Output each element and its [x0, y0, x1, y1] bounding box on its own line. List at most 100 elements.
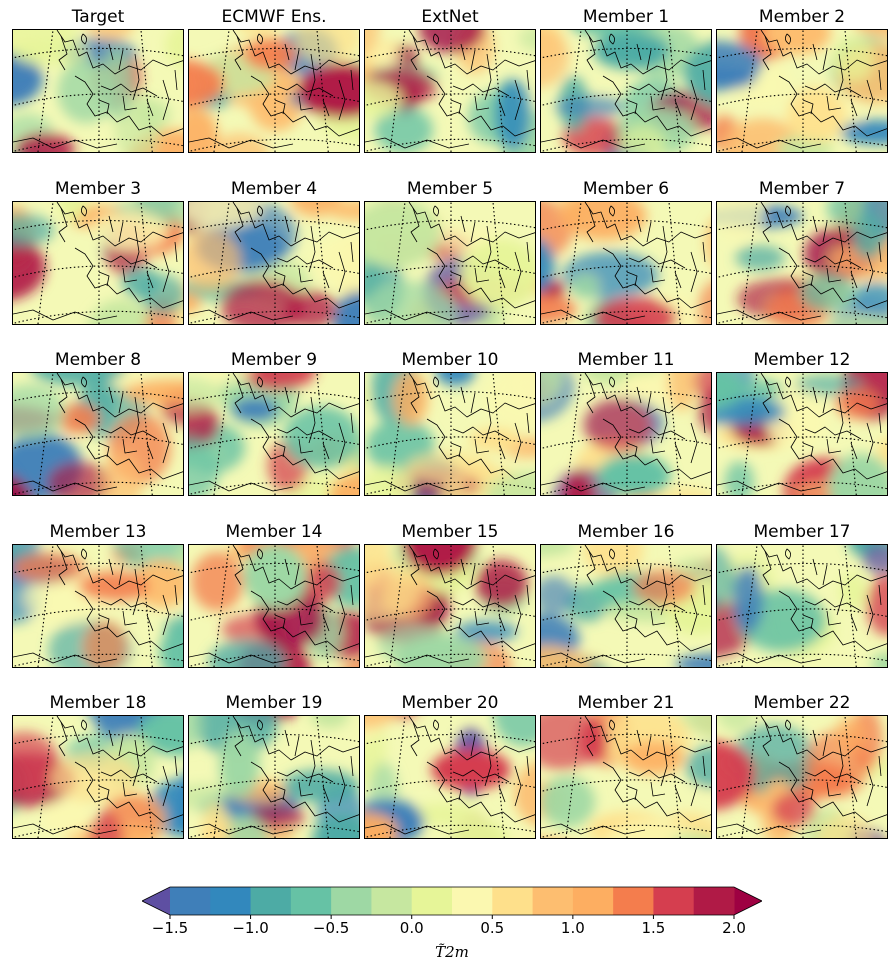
map-panel-member-17 [716, 544, 888, 668]
colorbar-tick-label: 0.0 [400, 919, 424, 937]
map-field [541, 545, 711, 667]
colorbar-bin [170, 887, 211, 915]
map-panel-member-14 [188, 544, 360, 668]
colorbar-bin [250, 887, 292, 915]
map-field [13, 373, 183, 495]
panel-title-member-17: Member 17 [753, 522, 851, 542]
colorbar-bin [532, 887, 574, 915]
map-field [541, 373, 711, 495]
map-field [189, 373, 359, 495]
map-field [365, 716, 535, 838]
colorbar: −1.5 −1.0 −0.5 0.0 0.5 1.0 1.5 2.0 T̃2m [142, 886, 762, 961]
colorbar-tick-label: 1.0 [561, 919, 585, 937]
map-panel-member-8 [12, 372, 184, 496]
panel-title-member-9: Member 9 [230, 350, 318, 370]
map-panel-member-9 [188, 372, 360, 496]
map-field [541, 716, 711, 838]
colorbar-tick-label: 2.0 [722, 919, 746, 937]
map-panel-member-22 [716, 715, 888, 839]
colorbar-tick-label: −1.5 [152, 919, 188, 937]
colorbar-bin [452, 887, 493, 915]
map-field [189, 202, 359, 324]
panel-title-member-13: Member 13 [49, 522, 147, 542]
panel-title-member-10: Member 10 [401, 350, 499, 370]
map-field [13, 716, 183, 838]
panel-title-member-5: Member 5 [406, 179, 494, 199]
map-panel-target [12, 29, 184, 153]
map-panel-member-11 [540, 372, 712, 496]
map-panel-ecmwf-ens [188, 29, 360, 153]
panel-title-ecmwf-ens: ECMWF Ens. [221, 7, 327, 27]
panel-title-member-22: Member 22 [753, 693, 851, 713]
colorbar-bin [572, 887, 614, 915]
map-panel-member-10 [364, 372, 536, 496]
map-panel-member-3 [12, 201, 184, 325]
map-field [541, 30, 711, 152]
panel-title-target: Target [71, 7, 125, 27]
map-field [189, 716, 359, 838]
map-field [13, 202, 183, 324]
panel-title-member-18: Member 18 [49, 693, 147, 713]
panel-title-member-15: Member 15 [401, 522, 499, 542]
colorbar-tick-label: 0.5 [480, 919, 504, 937]
colorbar-bin [411, 887, 453, 915]
map-panel-member-20 [364, 715, 536, 839]
panel-title-member-1: Member 1 [582, 7, 670, 27]
colorbar-bin [613, 887, 654, 915]
map-field [717, 716, 887, 838]
panel-title-member-16: Member 16 [577, 522, 675, 542]
map-panel-member-6 [540, 201, 712, 325]
map-field [365, 30, 535, 152]
map-panel-member-13 [12, 544, 184, 668]
map-field [13, 545, 183, 667]
map-field [189, 30, 359, 152]
map-panel-extnet [364, 29, 536, 153]
map-field [365, 202, 535, 324]
colorbar-tick-label: −1.0 [232, 919, 268, 937]
map-field [365, 545, 535, 667]
map-panel-member-19 [188, 715, 360, 839]
colorbar-bin [210, 887, 252, 915]
map-panel-member-16 [540, 544, 712, 668]
map-panel-member-12 [716, 372, 888, 496]
colorbar-tick-label: 1.5 [641, 919, 665, 937]
panel-title-member-11: Member 11 [577, 350, 675, 370]
colorbar-bin [290, 887, 332, 915]
colorbar-extend-low [142, 887, 170, 915]
panel-title-member-7: Member 7 [758, 179, 846, 199]
panel-title-member-12: Member 12 [753, 350, 851, 370]
panel-title-member-4: Member 4 [230, 179, 318, 199]
map-field [13, 30, 183, 152]
panel-title-member-20: Member 20 [401, 693, 499, 713]
panel-title-extnet: ExtNet [421, 7, 479, 27]
colorbar-bin [653, 887, 695, 915]
panel-title-member-3: Member 3 [54, 179, 142, 199]
panel-title-member-19: Member 19 [225, 693, 323, 713]
colorbar-tick-label: −0.5 [313, 919, 349, 937]
map-field [717, 202, 887, 324]
map-field [189, 545, 359, 667]
map-panel-member-4 [188, 201, 360, 325]
colorbar-label: T̃2m [435, 943, 469, 961]
map-field [717, 545, 887, 667]
map-field [541, 202, 711, 324]
panel-title-member-8: Member 8 [54, 350, 142, 370]
map-field [365, 373, 535, 495]
map-field [717, 30, 887, 152]
map-field [717, 373, 887, 495]
map-panel-member-5 [364, 201, 536, 325]
map-panel-member-21 [540, 715, 712, 839]
colorbar-bin [331, 887, 372, 915]
colorbar-bin [371, 887, 413, 915]
map-panel-member-1 [540, 29, 712, 153]
colorbar-bin [492, 887, 534, 915]
map-panel-member-18 [12, 715, 184, 839]
panel-title-member-6: Member 6 [582, 179, 670, 199]
panel-title-member-14: Member 14 [225, 522, 323, 542]
map-panel-member-15 [364, 544, 536, 668]
colorbar-bin [693, 887, 735, 915]
panel-title-member-2: Member 2 [758, 7, 846, 27]
panel-title-member-21: Member 21 [577, 693, 675, 713]
map-panel-member-7 [716, 201, 888, 325]
